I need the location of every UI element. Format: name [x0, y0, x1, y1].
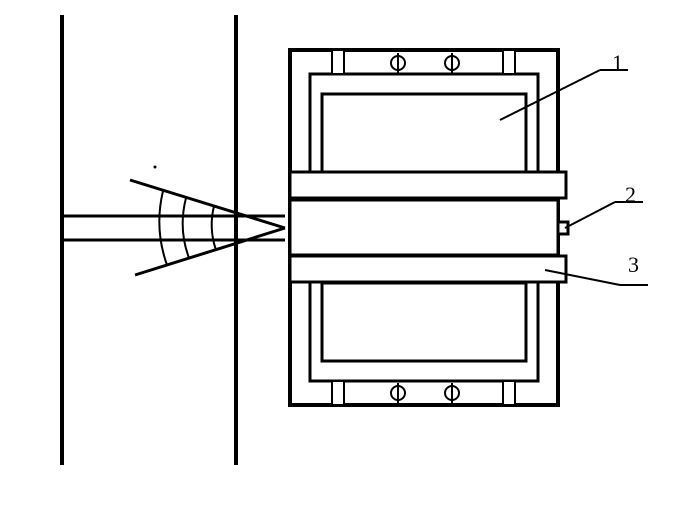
- callout-label-2: 2: [625, 182, 636, 207]
- small-dot: [154, 166, 157, 169]
- strap-0: [290, 172, 566, 198]
- bottom-slot-0: [332, 381, 344, 405]
- mid-channel: [290, 200, 558, 255]
- top-slot-0: [332, 50, 344, 74]
- callout-label-3: 3: [628, 252, 639, 277]
- bottom-slot-1: [503, 381, 515, 405]
- strap-1: [290, 256, 566, 282]
- top-slot-1: [503, 50, 515, 74]
- callout-label-1: 1: [612, 50, 623, 75]
